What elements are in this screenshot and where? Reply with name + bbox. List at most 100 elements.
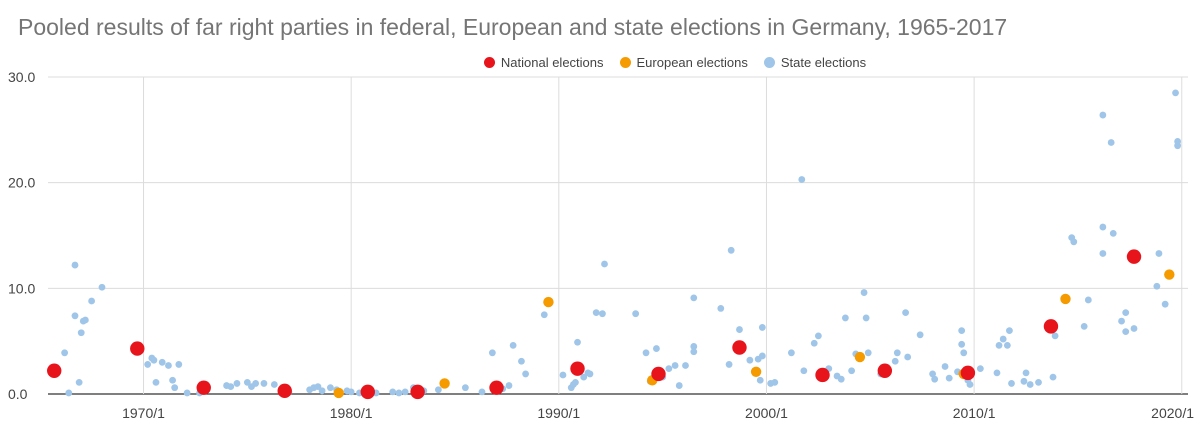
state-elections-point[interactable] [653,345,660,352]
state-elections-point[interactable] [1099,223,1107,231]
national-elections-point[interactable] [1126,249,1142,264]
state-elections-point[interactable] [152,378,160,386]
state-elections-point[interactable] [260,380,268,387]
state-elections-point[interactable] [746,356,754,364]
state-elections-point[interactable] [758,352,766,360]
national-elections-point[interactable] [47,363,62,378]
state-elections-point[interactable] [233,380,241,387]
state-elections-point[interactable] [1155,250,1163,257]
state-elections-point[interactable] [1153,282,1161,290]
state-elections-point[interactable] [814,332,822,340]
national-elections-point[interactable] [1043,319,1059,334]
state-elections-point[interactable] [165,362,172,369]
state-elections-point[interactable] [837,375,845,383]
state-elections-point[interactable] [1070,238,1078,246]
european-elections-point[interactable] [1060,293,1071,305]
state-elections-point[interactable] [976,365,984,373]
state-elections-point[interactable] [318,387,326,395]
state-elections-point[interactable] [725,361,733,368]
state-elections-point[interactable] [1107,139,1115,146]
state-elections-point[interactable] [1130,325,1138,332]
state-elections-point[interactable] [798,176,806,183]
state-elections-point[interactable] [98,283,106,291]
state-elections-point[interactable] [1008,380,1015,387]
legend-item-state[interactable]: State elections [763,55,866,70]
national-elections-point[interactable] [277,383,292,399]
state-elections-point[interactable] [488,349,496,357]
national-elections-point[interactable] [732,340,747,355]
state-elections-point[interactable] [1049,373,1057,381]
state-elections-point[interactable] [71,312,79,320]
state-elections-point[interactable] [632,310,640,318]
state-elections-point[interactable] [642,349,650,357]
state-elections-point[interactable] [461,384,469,392]
state-elections-point[interactable] [1122,309,1130,317]
legend-item-european[interactable]: European elections [619,55,748,70]
state-elections-point[interactable] [1122,328,1130,336]
state-elections-point[interactable] [1022,369,1030,377]
national-elections-point[interactable] [130,341,145,356]
state-elections-point[interactable] [931,375,939,383]
state-elections-point[interactable] [929,370,936,378]
state-elections-point[interactable] [862,314,870,322]
state-elections-point[interactable] [916,331,924,339]
state-elections-point[interactable] [945,374,953,382]
state-elections-point[interactable] [958,340,966,348]
state-elections-point[interactable] [690,343,698,350]
state-elections-point[interactable] [601,260,608,268]
state-elections-point[interactable] [682,362,689,369]
state-elections-point[interactable] [999,335,1007,343]
european-elections-point[interactable] [854,351,866,363]
state-elections-point[interactable] [586,370,594,378]
state-elections-point[interactable] [505,382,513,389]
state-elections-point[interactable] [727,246,735,254]
state-elections-point[interactable] [864,349,872,357]
national-elections-point[interactable] [960,365,976,381]
state-elections-point[interactable] [665,365,673,373]
state-elections-point[interactable] [902,309,909,317]
state-elections-point[interactable] [243,378,251,386]
national-elections-point[interactable] [570,361,585,376]
state-elections-point[interactable] [1084,296,1092,304]
state-elections-point[interactable] [1003,341,1011,349]
national-elections-point[interactable] [360,384,375,400]
state-elections-point[interactable] [958,327,966,334]
state-elections-point[interactable] [227,383,235,391]
state-elections-point[interactable] [572,378,579,386]
state-elections-point[interactable] [1020,377,1028,385]
national-elections-point[interactable] [196,380,211,395]
state-elections-point[interactable] [327,384,334,392]
state-elections-point[interactable] [966,381,974,388]
european-elections-point[interactable] [750,366,762,378]
state-elections-point[interactable] [77,329,85,337]
state-elections-point[interactable] [893,349,901,357]
state-elections-point[interactable] [574,338,581,346]
state-elections-point[interactable] [81,316,89,324]
state-elections-point[interactable] [158,358,166,366]
state-elections-point[interactable] [518,357,525,365]
state-elections-point[interactable] [71,261,79,269]
state-elections-point[interactable] [1006,327,1013,334]
state-elections-point[interactable] [270,381,278,388]
state-elections-point[interactable] [848,367,856,375]
state-elections-point[interactable] [61,349,69,357]
state-elections-point[interactable] [175,361,183,368]
state-elections-point[interactable] [671,362,679,369]
state-elections-point[interactable] [88,297,96,305]
national-elections-point[interactable] [651,366,666,382]
state-elections-point[interactable] [993,369,1001,377]
state-elections-point[interactable] [1035,378,1042,386]
state-elections-point[interactable] [171,384,179,392]
european-elections-point[interactable] [333,387,344,399]
state-elections-point[interactable] [183,389,191,397]
national-elections-point[interactable] [410,384,425,400]
state-elections-point[interactable] [941,363,949,370]
state-elections-point[interactable] [478,388,486,396]
state-elections-point[interactable] [395,389,403,397]
state-elections-point[interactable] [75,378,83,386]
state-elections-point[interactable] [389,388,397,396]
state-elections-point[interactable] [736,326,743,333]
state-elections-point[interactable] [1118,317,1125,325]
state-elections-point[interactable] [771,378,779,386]
state-elections-point[interactable] [401,388,409,396]
